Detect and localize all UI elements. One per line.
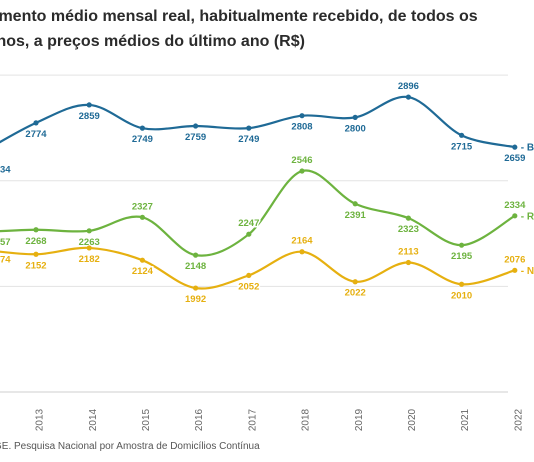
- x-tick-label: 2020: [407, 408, 418, 431]
- data-point: [193, 252, 199, 258]
- data-label-partial: 34: [0, 164, 11, 175]
- data-point: [246, 231, 252, 237]
- data-label: 2391: [345, 210, 367, 221]
- data-point: [86, 228, 92, 234]
- data-label: 2268: [25, 236, 46, 247]
- data-point: [33, 227, 39, 233]
- data-label: 2759: [185, 132, 206, 143]
- data-label: 2808: [291, 122, 312, 133]
- chart-title-line-2: lhos, a preços médios do último ano (R$): [0, 33, 305, 50]
- data-label: 2334: [504, 200, 526, 211]
- x-tick-label: 2014: [88, 408, 99, 431]
- data-label: 2124: [132, 266, 154, 277]
- data-label: 2659: [504, 153, 525, 164]
- data-label: 2247: [238, 218, 259, 229]
- series-end-label: - NO: [521, 266, 534, 277]
- data-point: [405, 94, 411, 100]
- data-label-partial: 57: [0, 237, 11, 248]
- x-tick-label: 2018: [301, 408, 312, 431]
- data-point: [459, 132, 465, 138]
- x-tick-label: 2019: [354, 408, 365, 431]
- data-label: 2774: [25, 129, 47, 140]
- series-line-ro: [0, 169, 516, 257]
- data-label: 2327: [132, 201, 153, 212]
- data-label: 2749: [238, 134, 259, 145]
- x-tick-label: 2016: [194, 408, 205, 431]
- data-label: 2195: [451, 251, 473, 262]
- data-point: [139, 257, 145, 263]
- data-label: 2749: [132, 134, 153, 145]
- x-tick-label: 2013: [35, 408, 46, 431]
- x-tick-label: 2022: [513, 408, 524, 431]
- source-note: GE. Pesquisa Nacional por Amostra de Dom…: [0, 441, 260, 452]
- data-point: [299, 113, 305, 119]
- data-label: 2182: [79, 254, 100, 265]
- data-label: 2052: [238, 281, 259, 292]
- data-point: [512, 213, 518, 219]
- data-label: 2010: [451, 290, 472, 301]
- data-point: [86, 102, 92, 108]
- x-tick-label: 2021: [460, 408, 471, 431]
- data-point: [352, 279, 358, 285]
- data-point: [459, 242, 465, 248]
- data-point: [405, 215, 411, 221]
- data-label: 2546: [291, 155, 312, 166]
- data-point: [86, 245, 92, 251]
- data-point: [352, 201, 358, 207]
- data-point: [33, 251, 39, 257]
- series-end-label: - BR: [521, 143, 534, 154]
- data-label: 2022: [345, 288, 366, 299]
- data-point: [512, 144, 518, 150]
- data-label: 2896: [398, 81, 419, 92]
- data-point: [405, 259, 411, 266]
- data-label-partial: 74: [0, 255, 11, 266]
- data-label: 2113: [398, 247, 419, 258]
- data-point: [512, 267, 518, 273]
- data-label: 2152: [25, 260, 46, 271]
- data-point: [139, 125, 145, 131]
- x-tick-label: 2015: [141, 408, 152, 431]
- data-label: 1992: [185, 294, 206, 305]
- data-point: [299, 249, 305, 255]
- data-point: [33, 120, 39, 126]
- data-point: [246, 272, 252, 278]
- chart-title-line-1: imento médio mensal real, habitualmente …: [0, 8, 478, 25]
- data-label: 2164: [291, 236, 313, 247]
- data-label: 2323: [398, 224, 419, 235]
- data-point: [193, 123, 199, 129]
- x-tick-label: 2017: [247, 408, 258, 431]
- data-label: 2800: [345, 123, 366, 134]
- data-label: 2859: [79, 111, 100, 122]
- data-point: [246, 125, 252, 131]
- data-label: 2076: [504, 254, 525, 265]
- data-point: [299, 168, 305, 174]
- data-label: 2263: [79, 237, 100, 248]
- data-point: [352, 114, 358, 120]
- data-label: 2148: [185, 261, 206, 272]
- series-end-label: - RO: [521, 211, 534, 222]
- data-label: 2715: [451, 141, 473, 152]
- data-point: [459, 281, 465, 287]
- data-point: [193, 285, 199, 291]
- data-point: [139, 214, 145, 220]
